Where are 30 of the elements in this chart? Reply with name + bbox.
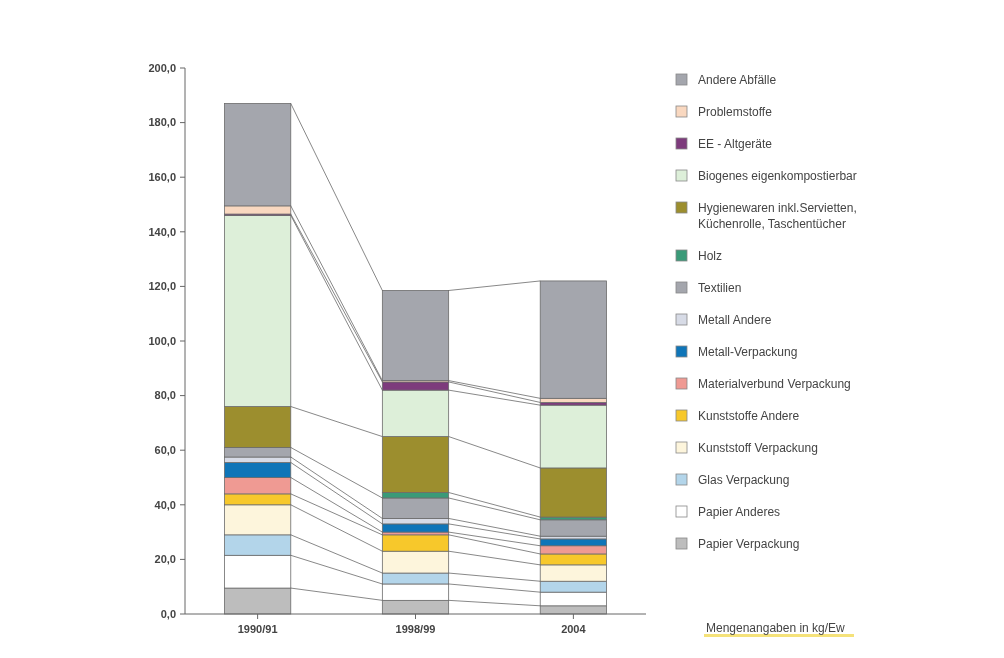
y-tick-label: 140,0 [148,225,176,238]
legend-label: EE - Altgeräte [698,137,773,151]
y-tick-label: 200,0 [148,61,176,74]
y-tick-label: 0,0 [160,607,176,620]
x-tick-label: 1990/91 [237,623,278,635]
y-tick-label: 120,0 [148,280,176,293]
y-tick-label: 80,0 [154,389,176,402]
legend-label: Papier Verpackung [698,537,800,551]
legend-label: Kunststoff Verpackung [698,441,818,455]
legend-label: Glas Verpackung [698,473,790,487]
legend-label: Kunststoffe Andere [698,409,800,423]
legend-label: Problemstoffe [698,105,773,119]
legend-label: Metall Andere [698,313,772,327]
y-tick-label: 180,0 [148,116,176,129]
y-tick-label: 40,0 [154,498,176,511]
y-tick-label: 100,0 [148,334,176,347]
y-tick-label: 60,0 [154,444,176,457]
x-tick-label: 1998/99 [395,623,436,635]
y-tick-label: 20,0 [154,553,176,566]
x-tick-label: 2004 [561,623,587,635]
legend-label: Textilien [698,281,742,295]
y-tick-label: 160,0 [148,171,176,184]
text: Papier Anderes [698,505,781,519]
legend-label: Biogenes eigenkompostierbar [698,169,857,183]
legend-label: Andere Abfälle [698,73,777,87]
text: Mengenangaben in kg/Ew [706,621,846,635]
legend-label: Metall-Verpackung [698,345,798,359]
legend-label: Hygienewaren inkl.Servietten, Küchenrolle, Taschentücher [698,201,857,231]
legend-label: Materialverbund Verpackung [698,377,851,391]
legend-label: Holz [698,249,723,263]
